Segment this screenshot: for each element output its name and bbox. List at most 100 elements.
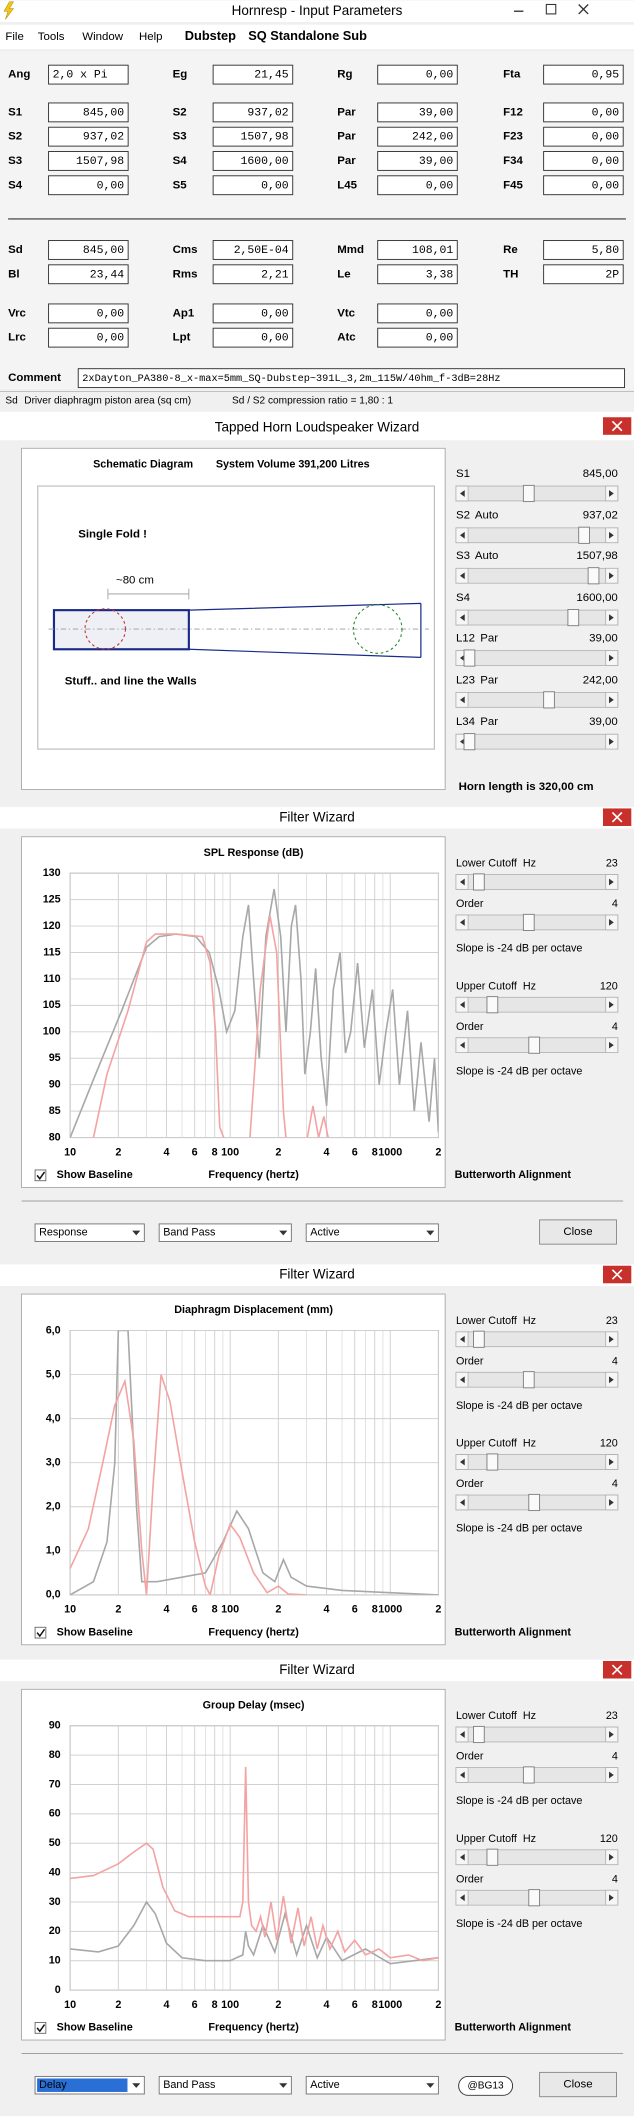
- checkbox-label[interactable]: Show Baseline: [57, 2022, 133, 2034]
- param-field[interactable]: [212, 175, 294, 196]
- param-field[interactable]: [543, 64, 624, 85]
- param-field[interactable]: [377, 126, 458, 147]
- checkbox-label[interactable]: Show Baseline: [57, 1626, 133, 1638]
- param-field[interactable]: [543, 264, 624, 285]
- param-field[interactable]: [212, 240, 294, 260]
- menu-item[interactable]: Help: [139, 31, 163, 43]
- slider[interactable]: [455, 649, 619, 667]
- param-field[interactable]: [543, 126, 624, 147]
- param-field[interactable]: [543, 102, 624, 123]
- param-field[interactable]: [212, 64, 294, 85]
- param-value: 0,00: [97, 307, 125, 320]
- slider[interactable]: [455, 873, 619, 891]
- param-label: Re: [503, 244, 518, 256]
- slider[interactable]: [455, 996, 619, 1014]
- slider[interactable]: [455, 691, 619, 709]
- dropdown[interactable]: [34, 1223, 145, 1242]
- slider[interactable]: [455, 913, 619, 931]
- x-tick-label: 2: [435, 1999, 441, 2011]
- x-tick-label: 2: [435, 1146, 441, 1158]
- dropdown-arrow: [426, 1230, 435, 1236]
- close-button[interactable]: [578, 4, 589, 15]
- slider-arrow: [459, 1001, 465, 1009]
- dropdown[interactable]: [158, 1223, 292, 1242]
- close-button[interactable]: [539, 2071, 617, 2098]
- slider-arrow: [459, 654, 465, 662]
- param-field[interactable]: [377, 64, 458, 85]
- param-value: 0,00: [261, 332, 289, 345]
- x-tick-label: 8: [212, 1999, 218, 2011]
- param-field[interactable]: [543, 240, 624, 260]
- param-field[interactable]: [48, 240, 129, 260]
- slider[interactable]: [455, 733, 619, 751]
- slider-value: 845,00: [583, 468, 618, 480]
- param-field[interactable]: [377, 175, 458, 196]
- checkbox[interactable]: [34, 1169, 47, 1182]
- slider[interactable]: [455, 609, 619, 627]
- control-value: 4: [612, 1021, 618, 1033]
- param-field[interactable]: [48, 126, 129, 147]
- param-field[interactable]: [48, 175, 129, 196]
- slider[interactable]: [455, 484, 619, 503]
- close-button[interactable]: [539, 1219, 617, 1245]
- control-value: 4: [612, 1873, 618, 1885]
- dropdown[interactable]: [305, 1223, 439, 1242]
- param-field[interactable]: [377, 327, 458, 348]
- checkbox[interactable]: [34, 1626, 47, 1639]
- slider[interactable]: [455, 1330, 619, 1348]
- menu-item[interactable]: File: [5, 31, 23, 43]
- slider[interactable]: [455, 1725, 619, 1744]
- slider[interactable]: [455, 1453, 619, 1471]
- param-field[interactable]: [543, 175, 624, 196]
- dropdown-value: Active: [310, 2079, 339, 2091]
- slider-thumb: [578, 526, 590, 544]
- param-field[interactable]: [377, 102, 458, 123]
- dropdown[interactable]: [158, 2075, 292, 2095]
- menu-item[interactable]: Tools: [38, 31, 65, 43]
- y-tick-label: 5,0: [46, 1368, 61, 1380]
- maximize-button[interactable]: [545, 3, 557, 15]
- param-field[interactable]: [212, 126, 294, 147]
- x-tick-label: 4: [163, 1999, 169, 2011]
- param-field[interactable]: [377, 240, 458, 260]
- param-field[interactable]: [377, 303, 458, 324]
- x-tick-label: 4: [324, 1999, 330, 2011]
- param-field[interactable]: [48, 327, 129, 348]
- param-field[interactable]: [212, 303, 294, 324]
- param-label: Fta: [503, 69, 521, 81]
- param-field[interactable]: [377, 151, 458, 171]
- slider[interactable]: [455, 1889, 619, 1907]
- param-field[interactable]: [48, 102, 129, 123]
- slider-arrow: [459, 490, 465, 497]
- slider[interactable]: [455, 1493, 619, 1512]
- param-field[interactable]: [48, 264, 129, 285]
- chart-title: Group Delay (msec): [203, 1699, 305, 1711]
- menu-item[interactable]: Window: [82, 31, 123, 43]
- param-field[interactable]: [212, 327, 294, 348]
- param-field[interactable]: [212, 151, 294, 171]
- param-field[interactable]: [48, 151, 129, 171]
- y-tick-label: 0: [55, 1984, 61, 1996]
- checkbox[interactable]: [34, 2022, 47, 2034]
- dropdown[interactable]: [305, 2075, 439, 2095]
- y-tick-label: 115: [43, 946, 60, 958]
- alignment: Butterworth Alignment: [455, 1626, 572, 1638]
- dimension-line: [107, 588, 190, 600]
- slider[interactable]: [455, 1766, 619, 1784]
- comment-field[interactable]: [77, 368, 626, 389]
- slider[interactable]: [455, 567, 619, 585]
- slider[interactable]: [455, 1036, 619, 1054]
- y-tick-label: 70: [49, 1778, 61, 1790]
- param-field[interactable]: [212, 102, 294, 123]
- param-field[interactable]: [543, 151, 624, 171]
- param-field[interactable]: [48, 303, 129, 324]
- param-field[interactable]: [212, 264, 294, 285]
- slider[interactable]: [455, 1371, 619, 1389]
- slider-track: [455, 692, 619, 708]
- slider[interactable]: [455, 526, 619, 544]
- param-field[interactable]: [377, 264, 458, 285]
- slider[interactable]: [455, 1848, 619, 1866]
- param-field[interactable]: [48, 64, 129, 85]
- checkbox-label[interactable]: Show Baseline: [57, 1169, 133, 1181]
- slider-arrow: [459, 1499, 465, 1506]
